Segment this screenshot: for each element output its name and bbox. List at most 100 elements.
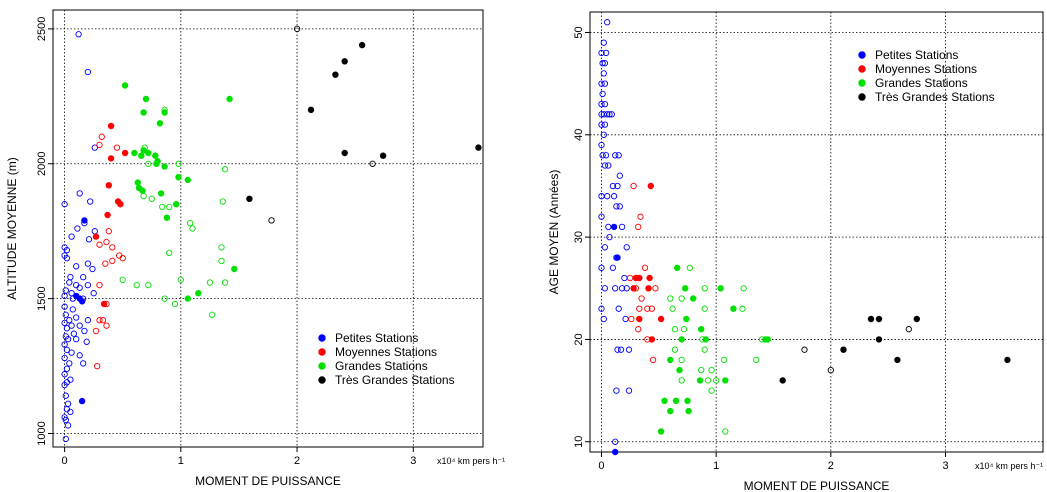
age-point-petites-stations-open: [599, 60, 606, 67]
age-point-petites-stations-open: [598, 80, 605, 87]
altitude-point-grandes-stations-filled: [161, 163, 168, 170]
age-point-moyennes-stations-filled: [646, 274, 653, 282]
altitude-point-petites-stations-open: [63, 346, 71, 354]
age-point-petites-stations-open: [600, 39, 607, 46]
age-point-grandes-stations-filled: [676, 366, 683, 374]
altitude-point-grandes-stations-open: [218, 257, 225, 265]
altitude-point-petites-stations-open: [87, 198, 94, 205]
age-point-moyennes-stations-open: [636, 305, 643, 312]
altitude-point-petites-stations-open: [66, 317, 73, 324]
age-point-petites-stations-open: [614, 182, 621, 190]
altitude-point-moyennes-stations-filled: [92, 233, 100, 240]
altitude-point-petites-stations-open: [80, 360, 87, 367]
altitude-point-moyennes-stations-open: [96, 141, 103, 149]
age-point-grandes-stations-filled: [681, 285, 689, 292]
age-point-petites-stations-open: [609, 264, 617, 271]
age-plot-frame: [589, 11, 1044, 453]
age-point-grandes-stations-open: [740, 285, 747, 292]
altitude-point-grandes-stations-filled: [226, 95, 233, 103]
age-point-grandes-stations-filled: [684, 397, 691, 404]
age-point-petites-stations-open: [598, 141, 605, 149]
age-point-tres-grandes-stations-filled: [875, 336, 883, 343]
age-x-tick-label: 1: [713, 460, 719, 472]
age-point-moyennes-stations-open: [628, 315, 635, 323]
altitude-point-tres-grandes-stations-open: [268, 217, 275, 224]
age-point-petites-stations-open: [617, 346, 625, 353]
altitude-point-moyennes-stations-open: [103, 322, 110, 329]
altitude-point-petites-stations-open: [89, 265, 96, 273]
age-point-grandes-stations-filled: [685, 407, 692, 415]
age-point-petites-stations-open: [618, 285, 626, 292]
altitude-point-petites-stations-open: [76, 190, 83, 197]
altitude-point-petites-stations-open: [62, 435, 69, 443]
altitude-point-grandes-stations-open: [166, 203, 173, 211]
altitude-y-tick-label: 1000: [36, 421, 48, 445]
age-point-petites-stations-open: [609, 182, 617, 190]
age-point-petites-stations-open: [601, 100, 609, 108]
age-legend-label-tres-grandes-stations: Très Grandes Stations: [875, 90, 995, 104]
age-point-petites-stations-open: [598, 100, 605, 108]
age-point-petites-stations-open: [598, 213, 605, 220]
altitude-point-petites-stations-open: [67, 408, 74, 416]
age-point-moyennes-stations-filled: [630, 285, 637, 292]
altitude-legend-marker-petites-stations: [318, 334, 326, 342]
age-point-petites-stations-open: [601, 121, 609, 128]
age-point-petites-stations-open: [616, 203, 623, 210]
altitude-point-moyennes-stations-open: [98, 133, 105, 140]
altitude-point-petites-stations-open: [66, 279, 73, 286]
altitude-point-tres-grandes-stations-filled: [475, 144, 482, 151]
age-point-petites-stations-filled: [610, 223, 618, 231]
altitude-point-grandes-stations-filled: [163, 214, 171, 221]
age-point-moyennes-stations-open: [648, 305, 656, 312]
age-y-tick-label: 40: [573, 129, 585, 141]
altitude-point-moyennes-stations-filled: [107, 155, 115, 162]
age-point-petites-stations-open: [623, 244, 630, 251]
age-point-petites-stations-open: [604, 111, 611, 118]
age-point-grandes-stations-filled: [689, 295, 697, 302]
altitude-point-moyennes-stations-open: [96, 241, 103, 248]
altitude-point-petites-stations-open: [68, 233, 75, 240]
altitude-point-petites-stations-open: [61, 201, 68, 208]
altitude-point-petites-stations-filled: [81, 217, 88, 224]
altitude-point-grandes-stations-open: [145, 281, 152, 289]
age-point-moyennes-stations-open: [644, 305, 651, 312]
age-point-grandes-stations-filled: [667, 356, 674, 364]
altitude-point-moyennes-stations-filled: [105, 182, 113, 189]
age-point-moyennes-stations-open: [652, 285, 659, 292]
age-point-petites-stations-open: [614, 346, 621, 353]
age-point-petites-stations-open: [623, 285, 630, 292]
age-point-petites-stations-open: [622, 315, 629, 323]
altitude-point-petites-stations-open: [63, 255, 71, 262]
age-point-tres-grandes-stations-filled: [840, 346, 847, 353]
altitude-point-petites-stations-open: [73, 335, 80, 343]
altitude-point-grandes-stations-filled: [173, 201, 180, 208]
altitude-point-grandes-stations-open: [209, 311, 216, 318]
altitude-point-grandes-stations-filled: [175, 174, 182, 181]
altitude-point-grandes-stations-open: [189, 225, 196, 232]
altitude-point-moyennes-stations-open: [113, 144, 121, 151]
age-point-petites-stations-open: [604, 193, 611, 200]
age-point-petites-stations-open: [621, 274, 628, 282]
altitude-point-grandes-stations-open: [219, 198, 226, 205]
altitude-point-grandes-stations-filled: [184, 176, 192, 184]
age-point-petites-stations-open: [625, 387, 633, 394]
altitude-point-petites-stations-open: [68, 322, 75, 329]
altitude-point-grandes-stations-filled: [140, 109, 147, 116]
altitude-point-petites-stations-open: [90, 290, 97, 297]
age-point-petites-stations-open: [598, 121, 605, 128]
age-point-grandes-stations-filled: [764, 336, 771, 343]
altitude-point-petites-stations-open: [80, 273, 87, 281]
age-point-moyennes-stations-open: [635, 326, 642, 333]
age-point-tres-grandes-stations-filled: [875, 315, 883, 323]
age-point-moyennes-stations-filled: [645, 285, 652, 292]
age-point-grandes-stations-open: [701, 305, 708, 312]
age-point-petites-stations-open: [601, 162, 609, 169]
altitude-legend-label-moyennes-stations: Moyennes Stations: [335, 345, 437, 359]
altitude-point-petites-stations-open: [62, 287, 69, 294]
age-point-grandes-stations-open: [680, 326, 688, 333]
age-legend-marker-grandes-stations: [858, 79, 866, 87]
altitude-ticks: 0 1 2 3 1000 1500 2000 2500: [36, 17, 416, 467]
age-point-petites-stations-open: [598, 49, 605, 57]
